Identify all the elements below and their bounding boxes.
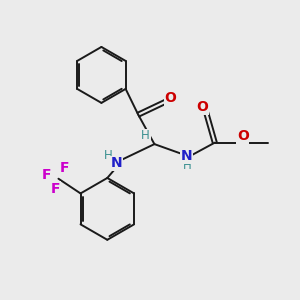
Text: O: O	[196, 100, 208, 114]
Text: F: F	[51, 182, 60, 196]
Text: H: H	[103, 148, 112, 161]
Text: O: O	[237, 129, 249, 143]
Text: N: N	[181, 149, 193, 163]
Text: N: N	[110, 156, 122, 170]
Text: F: F	[60, 160, 70, 175]
Text: H: H	[141, 129, 150, 142]
Text: F: F	[41, 168, 51, 182]
Text: H: H	[183, 159, 192, 172]
Text: O: O	[165, 92, 176, 106]
